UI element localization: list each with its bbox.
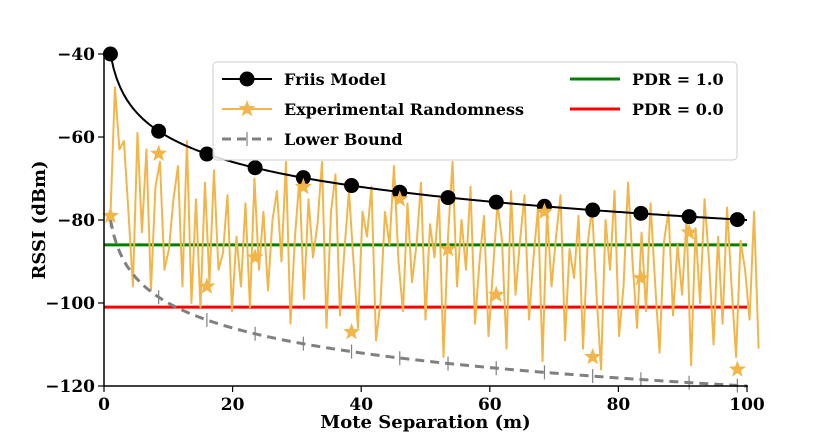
friis-marker bbox=[488, 194, 504, 210]
friis-marker bbox=[440, 190, 456, 206]
legend-entry: Experimental Randomness bbox=[222, 100, 524, 119]
experimental-star-marker bbox=[294, 177, 312, 195]
legend-label: PDR = 1.0 bbox=[632, 70, 724, 89]
y-tick-label: −120 bbox=[45, 377, 95, 397]
experimental-line bbox=[109, 86, 760, 371]
y-ticks: −40 −60 −80 −100 −120 bbox=[45, 45, 104, 397]
legend-entry: PDR = 0.0 bbox=[570, 100, 724, 119]
friis-marker bbox=[585, 202, 601, 218]
x-tick-label: 80 bbox=[607, 395, 631, 415]
friis-marker bbox=[344, 178, 360, 194]
legend-entry: Friis Model bbox=[222, 70, 386, 89]
friis-marker bbox=[199, 146, 215, 162]
series-markers bbox=[101, 46, 746, 393]
legend-entry: Lower Bound bbox=[222, 130, 403, 149]
experimental-star-marker bbox=[439, 240, 457, 257]
x-ticks: 0 20 40 60 80 100 bbox=[98, 386, 765, 415]
friis-marker bbox=[151, 123, 167, 139]
legend-box bbox=[212, 61, 738, 161]
experimental-star-marker bbox=[391, 190, 409, 207]
experimental-star-marker bbox=[150, 144, 168, 161]
experimental-star-marker bbox=[632, 269, 650, 286]
x-tick-label: 20 bbox=[221, 395, 245, 415]
legend-friis-marker bbox=[239, 71, 255, 87]
experimental-star-marker bbox=[728, 360, 746, 377]
experimental-star-marker bbox=[584, 347, 602, 365]
x-axis-label: Mote Separation (m) bbox=[320, 412, 530, 433]
y-axis-label: RSSI (dBm) bbox=[29, 160, 50, 279]
friis-marker bbox=[102, 46, 118, 62]
x-tick-label: 0 bbox=[98, 395, 110, 415]
experimental-star-marker bbox=[101, 206, 119, 224]
y-tick-label: −100 bbox=[45, 294, 95, 314]
y-tick-label: −40 bbox=[57, 45, 95, 65]
x-tick-label: 40 bbox=[349, 395, 373, 415]
legend-entries: Friis Model Experimental Randomness Lower … bbox=[222, 70, 724, 149]
friis-marker bbox=[295, 170, 311, 186]
x-tick-label: 100 bbox=[729, 395, 765, 415]
friis-marker bbox=[729, 212, 745, 228]
experimental-star-marker bbox=[198, 277, 216, 294]
experimental-star-marker bbox=[680, 223, 698, 240]
legend: Friis Model Experimental Randomness Lower … bbox=[212, 61, 738, 161]
friis-marker bbox=[247, 160, 263, 176]
legend-label: PDR = 0.0 bbox=[632, 100, 724, 119]
experimental-star-marker bbox=[535, 202, 554, 219]
legend-label: Lower Bound bbox=[284, 130, 403, 149]
x-tick-label: 60 bbox=[478, 395, 502, 415]
experimental-star-marker bbox=[246, 248, 264, 265]
legend-label: Experimental Randomness bbox=[284, 100, 524, 119]
experimental-star-marker bbox=[487, 285, 505, 302]
friis-marker bbox=[681, 209, 697, 225]
y-tick-label: −80 bbox=[57, 211, 95, 231]
y-tick-label: −60 bbox=[57, 128, 95, 148]
legend-experimental-star bbox=[238, 100, 256, 117]
experimental-star-marker bbox=[343, 323, 361, 340]
legend-label: Friis Model bbox=[284, 70, 386, 89]
legend-entry: PDR = 1.0 bbox=[570, 70, 724, 89]
friis-marker bbox=[633, 205, 649, 221]
experimental-series bbox=[109, 86, 760, 371]
